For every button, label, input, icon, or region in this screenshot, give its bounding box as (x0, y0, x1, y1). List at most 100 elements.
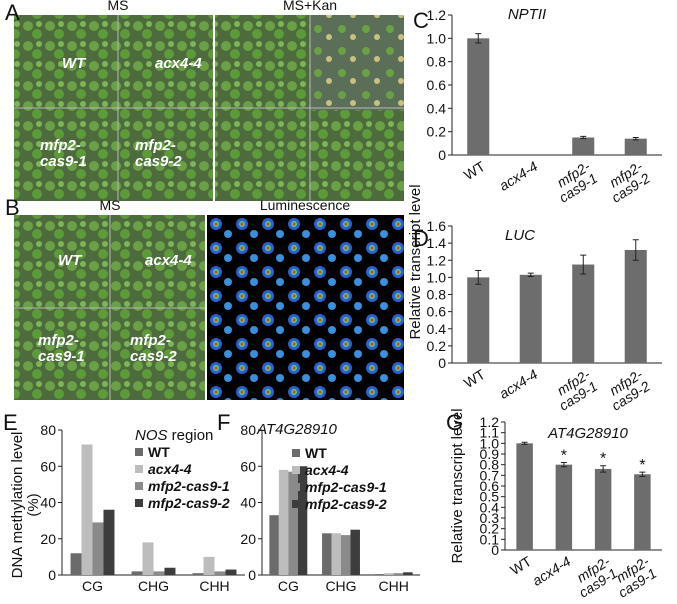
x-tick-label: mfp2-cas9-1 (608, 553, 660, 599)
bar (572, 264, 595, 363)
y-tick-label: 0 (48, 567, 56, 583)
bar (278, 469, 289, 575)
x-tick-label: acx4-4 (496, 158, 540, 194)
error-bar (521, 441, 528, 445)
bar (153, 571, 165, 575)
error-bar (475, 33, 482, 44)
photo-title: Luminescence (260, 197, 350, 213)
x-tick-label: mfp2-cas9-2 (601, 158, 653, 206)
y-tick-label: 1.4 (427, 235, 447, 251)
y-tick-label: 60 (240, 458, 256, 474)
bar (350, 529, 360, 575)
y-tick-label: 0.2 (480, 521, 500, 537)
legend-swatch (292, 483, 300, 491)
y-tick-label: 0.6 (427, 77, 447, 93)
y-tick-label: 0.4 (480, 499, 500, 515)
bar (572, 137, 595, 155)
y-tick-label: 0.2 (427, 124, 447, 140)
panel-label: D (413, 226, 429, 251)
y-tick-label: 1.0 (480, 435, 500, 451)
bar (331, 533, 341, 575)
significance: * (639, 457, 645, 474)
x-tick-label: CHG (138, 578, 169, 594)
bar (70, 553, 82, 575)
y-tick-label: 1.0 (427, 30, 447, 46)
x-tick-label: WT (461, 158, 488, 183)
y-tick-label: 0.8 (427, 287, 447, 303)
y-tick-label: 0.8 (480, 457, 500, 473)
genotype-label: mfp2-cas9-1 (38, 332, 85, 365)
chart-title: AT4G28910 (256, 421, 337, 438)
x-tick-label: acx4-4 (529, 553, 573, 589)
panel-label: G (446, 410, 463, 435)
bar (164, 567, 176, 575)
bar (555, 464, 573, 550)
legend-swatch (135, 448, 143, 456)
y-tick-label: 80 (240, 422, 256, 438)
significance: * (600, 451, 606, 468)
legend-swatch (135, 482, 143, 490)
y-tick-label: 40 (40, 495, 56, 511)
photo-title: MS (100, 197, 121, 213)
bar (393, 573, 404, 575)
error-bar (600, 465, 607, 473)
y-tick-label: 0.8 (427, 54, 447, 70)
error-bar (632, 137, 639, 141)
x-tick-label: CHH (199, 578, 229, 594)
bar (131, 571, 143, 575)
legend-label: mfp2-cas9-2 (148, 495, 230, 511)
y-tick-label: 0.1 (480, 531, 500, 547)
bar (634, 474, 651, 550)
bar (624, 138, 647, 155)
legend-label: acx4-4 (148, 461, 192, 477)
legend-swatch (292, 466, 300, 474)
bar (322, 533, 332, 575)
genotype-label: acx4-4 (145, 252, 192, 269)
legend-label: WT (305, 445, 327, 461)
y-tick-label: 20 (240, 531, 256, 547)
error-bar (527, 272, 534, 278)
panel-label: B (5, 195, 20, 220)
photo-a (14, 15, 404, 201)
bar (192, 573, 204, 575)
legend-label: WT (148, 444, 170, 460)
bar (624, 249, 647, 363)
y-tick-label: 1.6 (427, 218, 447, 234)
legend-label: acx4-4 (305, 462, 349, 478)
x-tick-label: CHG (325, 578, 356, 594)
bar (516, 443, 533, 550)
panel-label: E (3, 410, 18, 435)
bar (594, 468, 612, 550)
y-tick-label: 60 (40, 458, 56, 474)
legend-swatch (292, 449, 300, 457)
bar (374, 574, 385, 575)
bar (297, 466, 308, 575)
x-tick-label: mfp2-cas9-1 (549, 366, 601, 414)
y-tick-label: 0 (438, 147, 446, 163)
y-tick-label: 1.1 (480, 425, 500, 441)
y-tick-label: 0.2 (427, 338, 447, 354)
legend-label: mfp2-cas9-1 (148, 478, 230, 494)
panel-label: A (5, 0, 20, 25)
y-tick-label: 0 (248, 567, 256, 583)
error-bar (580, 254, 587, 275)
y-tick-label: 0 (438, 355, 446, 371)
bar (384, 573, 394, 575)
panel-label: F (217, 410, 230, 435)
photo-labels: A MS MS+Kan WT acx4-4 mfp2-cas9-1 mfp2-cas9-2 B… (5, 0, 350, 365)
bar (467, 38, 490, 156)
photo-title: MS (108, 0, 129, 13)
y-tick-label: 1.2 (480, 414, 500, 430)
bar (288, 471, 298, 575)
y-tick-label: 0 (491, 542, 499, 558)
x-tick-label: WT (461, 366, 488, 391)
genotype-label: WT (62, 55, 87, 72)
genotype-label: mfp2-cas9-2 (130, 332, 177, 365)
y-tick-label: 40 (240, 495, 256, 511)
y-tick-label: 80 (40, 422, 56, 438)
chart-title: AT4G28910 (547, 425, 628, 442)
genotype-label: WT (58, 252, 83, 269)
bar (142, 542, 154, 575)
x-tick-label: acx4-4 (496, 366, 540, 402)
